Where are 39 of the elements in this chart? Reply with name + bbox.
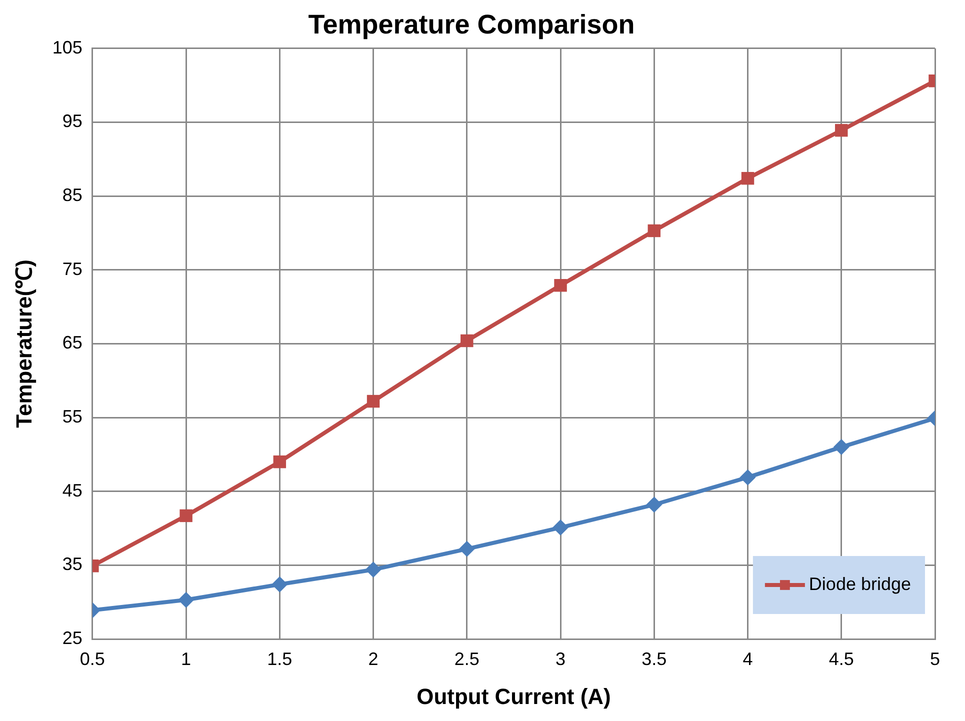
x-tick-label: 1.5 (267, 648, 292, 669)
y-tick-label: 95 (62, 111, 82, 132)
y-tick-label: 45 (62, 480, 82, 500)
y-tick-label: 25 (62, 628, 82, 648)
y-tick-label: 55 (62, 406, 82, 426)
point (740, 469, 756, 486)
y-tick-label: 85 (62, 185, 82, 206)
point (273, 455, 286, 468)
x-tick-label: 2.5 (454, 648, 480, 669)
point (272, 576, 288, 592)
x-tick-label: 0.5 (80, 648, 105, 669)
x-tick-label: 4 (742, 648, 753, 669)
y-tick-label: 105 (52, 37, 82, 58)
x-tick-label: 3.5 (642, 648, 667, 669)
point (460, 334, 474, 348)
point (646, 496, 662, 513)
point (552, 520, 569, 536)
point (366, 394, 380, 408)
point (458, 540, 475, 557)
y-tick-label: 35 (62, 554, 82, 574)
point (835, 124, 848, 137)
point (178, 592, 194, 608)
chart-title: Temperature Comparison (308, 10, 635, 40)
point (648, 224, 661, 238)
legend-label: Diode bridge (808, 574, 912, 594)
point (554, 279, 567, 292)
x-tick-label: 4.5 (828, 648, 854, 669)
y-tick-label: 75 (62, 258, 82, 279)
point (741, 172, 754, 185)
point (833, 439, 850, 456)
x-tick-label: 5 (930, 648, 940, 669)
x-tick-label: 2 (368, 648, 378, 669)
y-axis-title: Temperature(℃) (11, 260, 36, 428)
point (180, 509, 192, 522)
x-axis-title: Output Current (A) (416, 684, 611, 709)
y-tick-label: 65 (62, 332, 82, 353)
x-tick-label: 3 (556, 648, 566, 669)
x-tick-label: 1 (181, 648, 192, 669)
point (365, 562, 382, 578)
